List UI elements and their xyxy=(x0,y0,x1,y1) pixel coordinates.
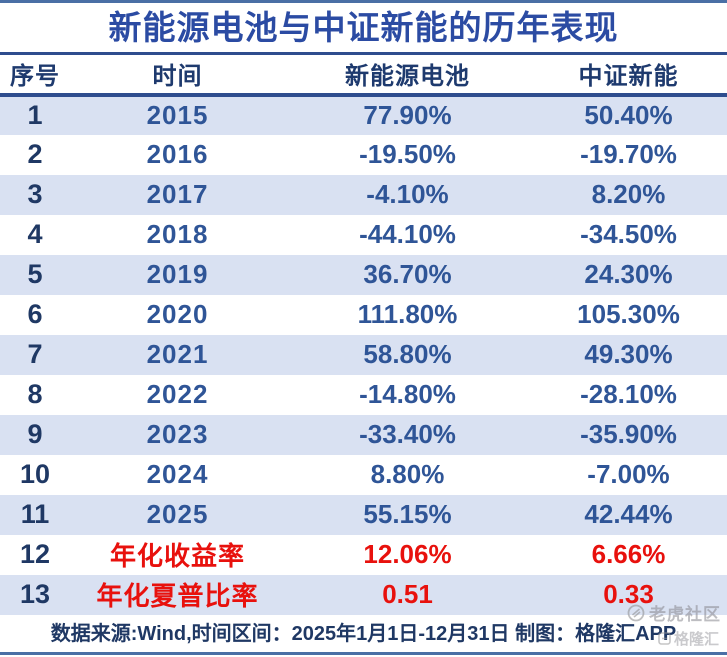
table-row: 9 2023 -33.40% -35.90% xyxy=(0,414,727,455)
row-no: 12 xyxy=(19,539,51,569)
row-battery-value: -14.80% xyxy=(359,379,456,409)
row-period: 2025 xyxy=(146,499,209,529)
column-header-csi: 中证新能 xyxy=(578,63,679,91)
table-row: 5 2019 36.70% 24.30% xyxy=(0,254,727,295)
table-row: 6 2020 111.80% 105.30% xyxy=(0,294,727,335)
row-no: 7 xyxy=(27,339,43,369)
row-csi-value: 49.30% xyxy=(584,339,673,369)
tiger-community-watermark: 老虎社区 xyxy=(627,600,721,625)
row-battery-value: 58.80% xyxy=(363,339,452,369)
table-row: 3 2017 -4.10% 8.20% xyxy=(0,174,727,215)
row-csi-value: 50.40% xyxy=(584,100,673,130)
row-battery-value: -19.50% xyxy=(359,139,456,169)
row-no: 6 xyxy=(27,299,43,329)
row-no: 4 xyxy=(27,219,43,249)
row-period: 2017 xyxy=(146,179,209,209)
row-period: 2021 xyxy=(146,339,209,369)
row-battery-value: -4.10% xyxy=(366,179,449,209)
gelonghui-logo-icon xyxy=(658,632,671,645)
row-battery-value: 0.51 xyxy=(382,579,433,609)
tiger-watermark-label: 老虎社区 xyxy=(649,605,721,624)
row-csi-value: -28.10% xyxy=(580,379,677,409)
table-row: 7 2021 58.80% 49.30% xyxy=(0,334,727,375)
row-period: 2019 xyxy=(146,259,209,289)
row-csi-value: 8.20% xyxy=(591,179,666,209)
bottom-border-line xyxy=(0,652,727,655)
row-csi-value: -19.70% xyxy=(580,139,677,169)
row-csi-value: -7.00% xyxy=(587,459,670,489)
gelonghui-watermark: 格隆汇 xyxy=(658,628,719,649)
performance-table: 序号 时间 新能源电池 中证新能 1 2015 77.90% 50.40% 2 … xyxy=(0,52,727,615)
row-period: 2018 xyxy=(146,219,209,249)
row-csi-value: -34.50% xyxy=(580,219,677,249)
page-title: 新能源电池与中证新能的历年表现 xyxy=(108,9,619,46)
row-period: 2024 xyxy=(146,459,209,489)
data-source-note: 数据来源:Wind,时间区间：2025年1月1日-12月31日 制图：格隆汇AP… xyxy=(50,622,677,645)
column-header-period: 时间 xyxy=(152,63,203,91)
row-battery-value: 77.90% xyxy=(363,100,452,130)
row-csi-value: 0.33 xyxy=(603,579,654,609)
table-row: 1 2015 77.90% 50.40% xyxy=(0,94,727,135)
row-no: 1 xyxy=(27,100,43,130)
table-row: 2 2016 -19.50% -19.70% xyxy=(0,134,727,175)
table-row-annualized-sharpe: 13 年化夏普比率 0.51 0.33 xyxy=(0,574,727,615)
tiger-logo-icon xyxy=(627,604,645,621)
row-period: 年化收益率 xyxy=(109,541,245,571)
column-header-battery: 新能源电池 xyxy=(345,63,470,91)
row-csi-value: 6.66% xyxy=(591,539,666,569)
row-csi-value: -35.90% xyxy=(580,419,677,449)
table-header-row: 序号 时间 新能源电池 中证新能 xyxy=(0,53,727,95)
table-row: 10 2024 8.80% -7.00% xyxy=(0,454,727,495)
row-csi-value: 105.30% xyxy=(577,299,680,329)
row-no: 8 xyxy=(27,379,43,409)
row-battery-value: 12.06% xyxy=(363,539,452,569)
row-no: 5 xyxy=(27,259,43,289)
row-battery-value: 8.80% xyxy=(370,459,445,489)
table-row: 11 2025 55.15% 42.44% xyxy=(0,494,727,535)
row-battery-value: 55.15% xyxy=(363,499,452,529)
table-row: 4 2018 -44.10% -34.50% xyxy=(0,214,727,255)
row-no: 2 xyxy=(27,139,43,169)
row-period: 2022 xyxy=(146,379,209,409)
row-battery-value: -33.40% xyxy=(359,419,456,449)
row-period: 2015 xyxy=(146,100,209,130)
row-period: 年化夏普比率 xyxy=(96,581,259,611)
row-period: 2020 xyxy=(146,299,209,329)
row-no: 13 xyxy=(19,579,51,609)
row-csi-value: 42.44% xyxy=(584,499,673,529)
row-battery-value: 111.80% xyxy=(357,299,458,329)
row-csi-value: 24.30% xyxy=(584,259,673,289)
row-period: 2023 xyxy=(146,419,209,449)
column-header-no: 序号 xyxy=(10,63,60,91)
row-battery-value: 36.70% xyxy=(363,259,452,289)
row-no: 9 xyxy=(27,419,43,449)
table-row: 8 2022 -14.80% -28.10% xyxy=(0,374,727,415)
row-no: 3 xyxy=(27,179,43,209)
gelonghui-watermark-label: 格隆汇 xyxy=(673,631,719,648)
row-period: 2016 xyxy=(146,139,209,169)
table-row-annualized-return: 12 年化收益率 12.06% 6.66% xyxy=(0,534,727,575)
row-battery-value: -44.10% xyxy=(359,219,456,249)
row-no: 10 xyxy=(19,459,51,489)
top-border-line xyxy=(0,0,727,3)
row-no: 11 xyxy=(20,499,50,529)
